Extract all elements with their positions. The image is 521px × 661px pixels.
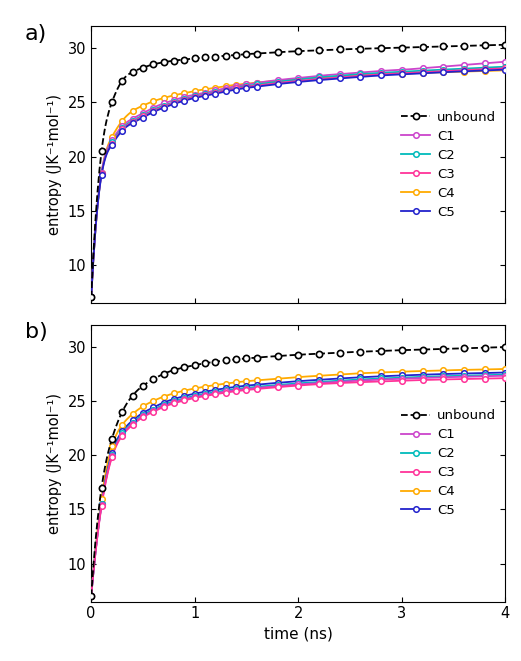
Text: a): a) (25, 24, 47, 44)
Y-axis label: entropy (JK⁻¹mol⁻¹): entropy (JK⁻¹mol⁻¹) (47, 94, 62, 235)
Y-axis label: entropy (JK⁻¹mol⁻¹): entropy (JK⁻¹mol⁻¹) (47, 393, 62, 534)
Legend: unbound, C1, C2, C3, C4, C5: unbound, C1, C2, C3, C4, C5 (399, 108, 499, 221)
X-axis label: time (ns): time (ns) (264, 627, 333, 642)
Legend: unbound, C1, C2, C3, C4, C5: unbound, C1, C2, C3, C4, C5 (399, 407, 499, 520)
Text: b): b) (25, 323, 47, 342)
